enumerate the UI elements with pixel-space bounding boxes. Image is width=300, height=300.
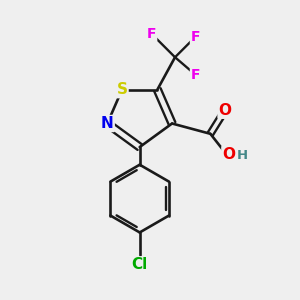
Text: H: H [237,149,248,162]
Text: N: N [101,116,114,131]
Text: F: F [191,30,200,44]
Text: F: F [147,27,156,41]
Text: O: O [219,103,232,118]
Text: F: F [191,68,200,82]
Text: O: O [222,147,236,162]
Text: Cl: Cl [132,257,148,272]
Text: S: S [116,82,128,97]
